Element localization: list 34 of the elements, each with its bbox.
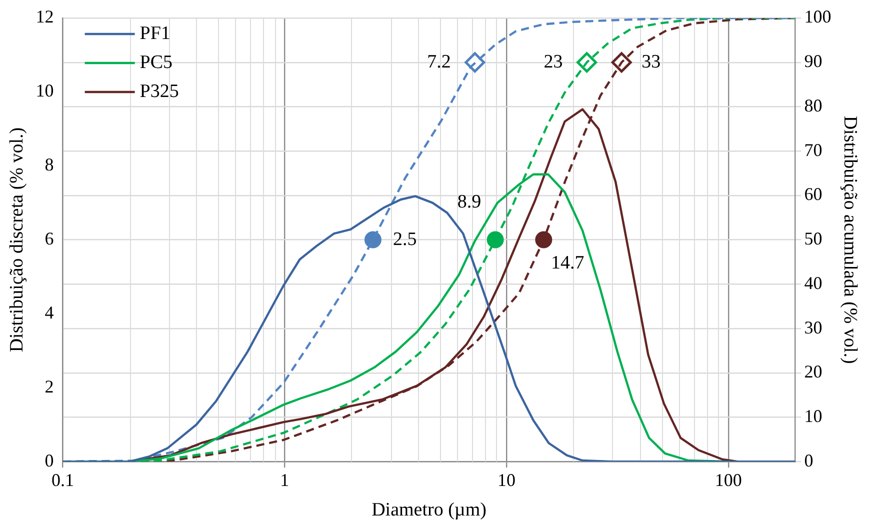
- x-tick-label: 10: [498, 470, 516, 490]
- y-tick-label: 8: [44, 154, 54, 175]
- y-tick-label: 12: [36, 6, 54, 27]
- y2-tick-label: 50: [804, 228, 822, 249]
- x-tick-label: 100: [714, 470, 742, 490]
- annotation: 33: [642, 51, 661, 72]
- annotation: 2.5: [392, 228, 417, 250]
- x-tick-label: 1: [280, 470, 290, 490]
- y2-axis-title: Distribuição acumulada (% vol.): [840, 116, 861, 364]
- x-tick-label: 0.1: [52, 470, 74, 490]
- y2-tick-label: 30: [804, 317, 822, 338]
- y2-tick-label: 40: [804, 272, 822, 293]
- y2-tick-label: 0: [804, 450, 814, 470]
- legend-label: P325: [140, 80, 179, 102]
- annotation: 14.7: [551, 252, 584, 274]
- annotation: 7.2: [427, 51, 451, 72]
- y2-tick-label: 100: [804, 6, 832, 27]
- y-tick-label: 10: [36, 80, 54, 101]
- annotation: 8.9: [457, 191, 482, 212]
- y2-tick-label: 10: [804, 406, 822, 426]
- y2-tick-label: 20: [804, 362, 822, 382]
- y2-tick-label: 70: [804, 140, 822, 160]
- x-axis-title: Diametro (µm): [372, 500, 486, 521]
- y2-tick-label: 60: [804, 184, 822, 204]
- y-tick-label: 0: [44, 450, 54, 470]
- y2-tick-label: 80: [804, 95, 822, 116]
- y2-tick-label: 90: [804, 51, 822, 72]
- y-tick-label: 2: [44, 376, 54, 396]
- legend-label: PF1: [140, 22, 170, 44]
- y-tick-label: 4: [44, 302, 54, 322]
- y-axis-title: Distribuição discreta (% vol.): [6, 127, 28, 352]
- legend-label: PC5: [140, 52, 173, 73]
- annotation: 23: [544, 51, 563, 72]
- y-tick-label: 6: [44, 228, 54, 249]
